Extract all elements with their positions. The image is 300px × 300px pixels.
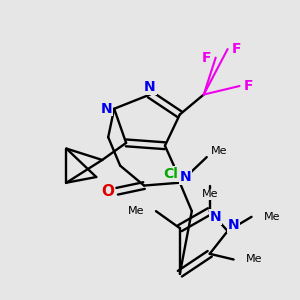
Text: Me: Me bbox=[210, 146, 227, 156]
Text: Me: Me bbox=[202, 189, 218, 199]
Text: Me: Me bbox=[246, 254, 262, 265]
Text: N: N bbox=[210, 210, 221, 224]
Text: N: N bbox=[180, 170, 192, 184]
Text: N: N bbox=[228, 218, 239, 233]
Text: Me: Me bbox=[128, 206, 144, 216]
Text: Me: Me bbox=[263, 212, 280, 222]
Text: N: N bbox=[144, 80, 156, 94]
Text: F: F bbox=[244, 79, 253, 93]
Text: N: N bbox=[101, 102, 112, 116]
Text: F: F bbox=[202, 51, 211, 64]
Text: O: O bbox=[102, 184, 115, 199]
Text: F: F bbox=[232, 42, 241, 56]
Text: Cl: Cl bbox=[164, 167, 178, 181]
